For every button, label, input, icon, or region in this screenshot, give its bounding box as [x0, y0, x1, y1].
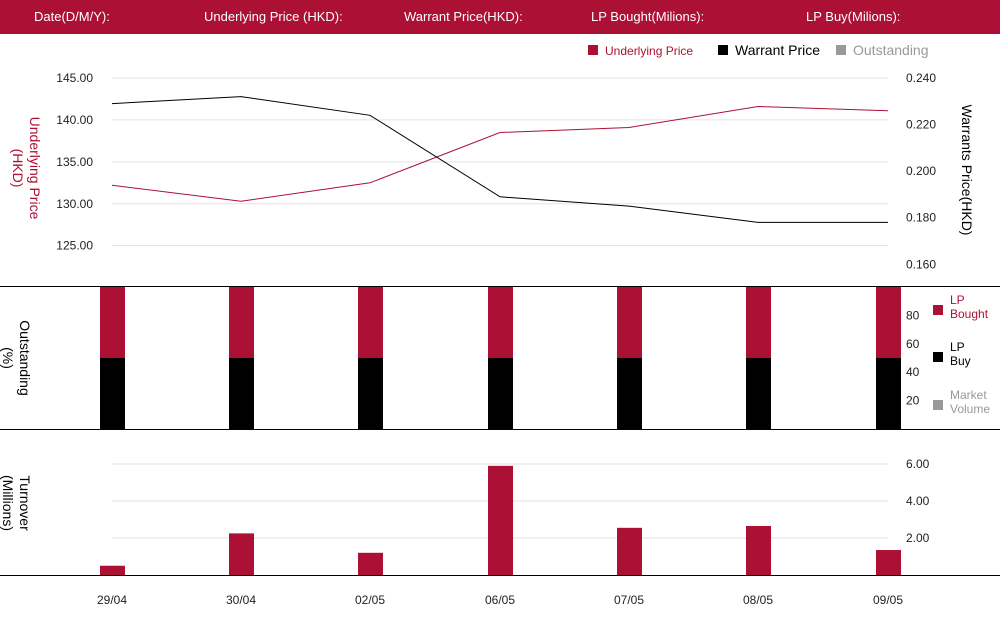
underlying-price-label: Underlying Price (HKD): — [204, 9, 343, 24]
lp-buy-bar — [229, 358, 254, 429]
outstanding-legend-label-line: LP — [950, 340, 965, 354]
outstanding-legend-label-line: Market — [950, 388, 987, 402]
turnover-axis-title-line: (Millions) — [0, 475, 16, 531]
outstanding-legend-swatch — [933, 305, 943, 315]
legend-label: Warrant Price — [735, 42, 820, 58]
lp-bought-bar — [358, 287, 383, 358]
lp-bought-bar — [488, 287, 513, 358]
lp-buy-label: LP Buy(Milions): — [806, 9, 901, 24]
turnover-axis-title-line: Turnover — [17, 475, 33, 531]
lp-bought-bar — [229, 287, 254, 358]
lp-buy-bar — [746, 358, 771, 429]
right-axis-tick-label: 0.220 — [906, 118, 936, 132]
underlying-price-line — [111, 105, 889, 202]
date-label: Date(D/M/Y): — [34, 9, 110, 24]
outstanding-legend-swatch — [933, 352, 943, 362]
x-axis-tick-label: 02/05 — [355, 593, 385, 607]
turnover-axis-title: Turnover(Millions) — [0, 475, 33, 531]
outstanding-tick-label: 80 — [906, 308, 920, 322]
outstanding-legend-label: LP Buy — [950, 340, 971, 368]
x-axis-tick-label: 06/05 — [485, 593, 515, 607]
legend-label: Outstanding — [853, 42, 929, 58]
lp-bought-label: LP Bought(Milions): — [591, 9, 705, 24]
lp-bought-bar — [746, 287, 771, 358]
left-axis-tick-label: 140.00 — [56, 113, 93, 127]
x-axis-tick-label: 08/05 — [743, 593, 773, 607]
x-axis-tick-label: 29/04 — [97, 593, 127, 607]
legend-label: Underlying Price — [605, 44, 693, 58]
legend-swatch — [718, 45, 728, 55]
lp-bought-bar — [617, 287, 642, 358]
right-axis-tick-label: 0.160 — [906, 257, 936, 271]
outstanding-legend-label-line: Buy — [950, 354, 971, 368]
turnover-tick-label: 2.00 — [906, 531, 930, 545]
outstanding-legend-label: LP Bought — [950, 293, 989, 321]
turnover-tick-label: 6.00 — [906, 457, 930, 471]
warrant-price-line — [111, 96, 888, 223]
left-axis-title: Underlying Price(HKD) — [10, 117, 43, 220]
header-bar: Date(D/M/Y): Underlying Price (HKD): War… — [0, 0, 1000, 34]
warrant-price-label: Warrant Price(HKD): — [404, 9, 523, 24]
right-axis-tick-label: 0.200 — [906, 164, 936, 178]
lp-buy-bar — [100, 358, 125, 429]
outstanding-axis-title: Outstanding(%) — [0, 320, 33, 396]
legend-swatch — [836, 45, 846, 55]
outstanding-axis-title-line: (%) — [0, 347, 16, 369]
turnover-bar — [358, 552, 383, 575]
turnover-bar — [617, 527, 642, 575]
right-axis-tick-label: 0.180 — [906, 211, 936, 225]
outstanding-tick-label: 40 — [906, 365, 920, 379]
x-axis-tick-label: 07/05 — [614, 593, 644, 607]
turnover-bar — [746, 525, 771, 575]
turnover-tick-label: 4.00 — [906, 494, 930, 508]
outstanding-legend-label-line: Bought — [950, 307, 989, 321]
lp-buy-bar — [358, 358, 383, 429]
lp-buy-bar — [617, 358, 642, 429]
right-axis-title: Warrants Price(HKD) — [959, 105, 975, 236]
turnover-bar — [488, 465, 513, 575]
legend-swatch — [588, 45, 598, 55]
outstanding-axis-title-line: Outstanding — [17, 320, 33, 396]
outstanding-tick-label: 60 — [906, 337, 920, 351]
turnover-bar — [876, 550, 901, 575]
lp-buy-bar — [488, 358, 513, 429]
left-axis-title-line: (HKD) — [10, 149, 26, 188]
left-axis-tick-label: 135.00 — [56, 155, 93, 169]
left-axis-title-line: Underlying Price — [27, 117, 43, 220]
outstanding-tick-label: 20 — [906, 394, 920, 408]
outstanding-legend-label-line: LP — [950, 293, 965, 307]
left-axis-tick-label: 145.00 — [56, 71, 93, 85]
right-axis-tick-label: 0.240 — [906, 71, 936, 85]
left-axis-tick-label: 125.00 — [56, 239, 93, 253]
left-axis-tick-label: 130.00 — [56, 197, 93, 211]
x-axis-tick-label: 30/04 — [226, 593, 256, 607]
lp-buy-bar — [876, 358, 901, 429]
turnover-bar — [229, 533, 254, 575]
x-axis-tick-label: 09/05 — [873, 593, 903, 607]
outstanding-legend-label-line: Volume — [950, 402, 990, 416]
outstanding-legend-swatch — [933, 400, 943, 410]
lp-bought-bar — [876, 287, 901, 358]
turnover-bar — [100, 565, 125, 575]
outstanding-legend-label: Market Volume — [950, 388, 990, 416]
lp-bought-bar — [100, 287, 125, 358]
